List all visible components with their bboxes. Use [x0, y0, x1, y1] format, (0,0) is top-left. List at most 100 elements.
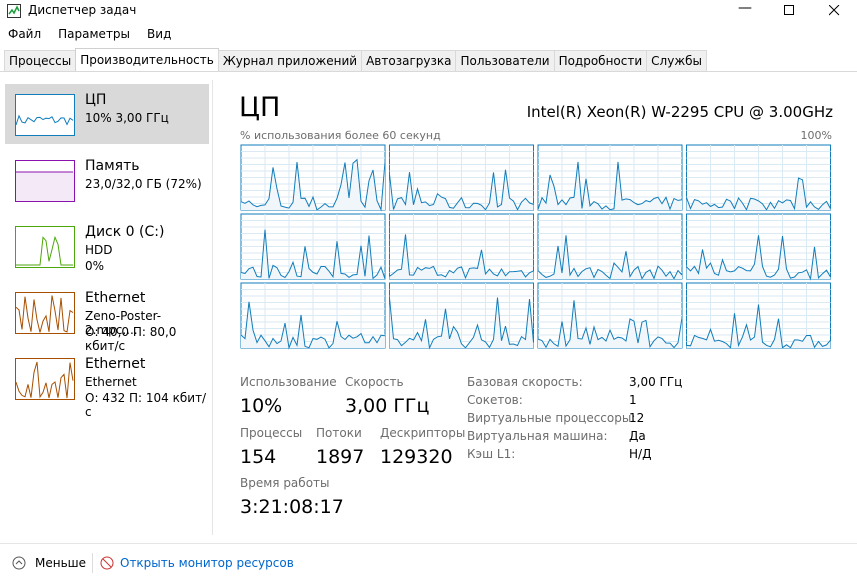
- graph-label: % использования более 60 секунд: [240, 129, 441, 142]
- tab[interactable]: Подробности: [553, 50, 648, 71]
- detail-value: Да: [629, 429, 646, 443]
- detail-value: 12: [629, 411, 645, 425]
- main-title: ЦП: [239, 92, 281, 123]
- graph-line: [686, 235, 831, 281]
- tab[interactable]: Журнал приложений: [217, 50, 363, 71]
- cpu-graphs: [240, 144, 831, 350]
- stat-label: Потоки: [316, 426, 362, 440]
- stat-label: Использование: [240, 375, 337, 389]
- graph-area: [241, 229, 385, 279]
- stat-value: 10%: [240, 395, 283, 417]
- detail-label: Базовая скорость:: [467, 375, 583, 389]
- thumbnail: [15, 94, 75, 136]
- monitor-icon: [100, 556, 114, 570]
- graph-area: [389, 297, 534, 348]
- thumbnail-graph: [16, 295, 74, 333]
- tab[interactable]: Пользователи: [455, 50, 555, 71]
- detail-label: Сокетов:: [467, 393, 523, 407]
- graph-line: [389, 297, 534, 350]
- graph-area: [686, 235, 831, 279]
- detail-label: Виртуальные процессоры:: [467, 411, 636, 425]
- thumbnail: [15, 226, 75, 268]
- graph-area: [241, 301, 385, 348]
- sidebar-item[interactable]: Диск 0 (C:) HDD 0%: [5, 216, 209, 276]
- graph-area: [241, 159, 385, 210]
- menu-item[interactable]: Вид: [147, 27, 172, 41]
- thumbnail-line: [16, 295, 74, 333]
- graph-line: [537, 300, 683, 349]
- detail-label: Кэш L1:: [467, 447, 516, 461]
- title-bar: Диспетчер задач —: [0, 0, 857, 22]
- thumbnail-line: [16, 235, 73, 266]
- sidebar-item[interactable]: Ethernet Zeno-Poster-2.mpc.... О: 40,0 П: …: [5, 282, 209, 353]
- sidebar-name: Память: [85, 158, 140, 174]
- maximize-button[interactable]: [784, 5, 795, 16]
- app-icon: [7, 4, 21, 18]
- menu-item[interactable]: Файл: [8, 27, 42, 41]
- tab[interactable]: Службы: [646, 50, 708, 71]
- separator: [212, 80, 213, 535]
- stat-value: 154: [240, 446, 277, 468]
- detail-value: 1: [629, 393, 637, 407]
- footer-border: [0, 543, 857, 544]
- stat-label: Скорость: [345, 375, 404, 389]
- thumbnail: [15, 292, 75, 334]
- sidebar-name: Ethernet: [85, 356, 146, 372]
- stat-label: Время работы: [240, 476, 330, 490]
- graph-line: [686, 177, 831, 211]
- sidebar-detail: 23,0/32,0 ГБ (72%): [85, 177, 202, 191]
- tab-border: [0, 71, 857, 72]
- sidebar-detail: Zeno-Poster-2.mpc....: [85, 309, 162, 337]
- thumbnail-line: [16, 361, 74, 399]
- less-icon[interactable]: [12, 556, 26, 570]
- detail-label: Виртуальная машина:: [467, 429, 608, 443]
- graph-area: [389, 169, 534, 210]
- sidebar-detail: О: 40,0 П: 80,0 кбит/с: [85, 325, 177, 353]
- sidebar-name: Ethernet: [85, 290, 146, 306]
- resource-monitor-link[interactable]: Открыть монитор ресурсов: [120, 556, 294, 570]
- thumbnail-graph: [16, 171, 74, 201]
- sidebar-detail: HDD: [85, 243, 113, 257]
- graph-area: [538, 161, 682, 210]
- less-button[interactable]: Меньше: [35, 556, 87, 570]
- sidebar-detail: 0%: [85, 259, 105, 273]
- graph-line: [240, 301, 386, 350]
- stat-label: Дескрипторы: [380, 426, 466, 440]
- thumbnail: [15, 160, 75, 202]
- tab[interactable]: Автозагрузка: [361, 50, 457, 71]
- graph-line: [240, 229, 386, 280]
- sidebar-detail: Ethernet: [85, 375, 137, 389]
- stat-label: Процессы: [240, 426, 303, 440]
- graph-line: [686, 304, 831, 349]
- detail-value: 3,00 ГГц: [629, 375, 683, 389]
- graph-max: 100%: [800, 129, 832, 142]
- tab[interactable]: Производительность: [75, 48, 219, 71]
- graph-line: [537, 235, 683, 280]
- sidebar-name: ЦП: [85, 92, 107, 108]
- graph-line: [389, 234, 534, 280]
- thumbnail: [15, 358, 75, 400]
- sidebar-item[interactable]: Память 23,0/32,0 ГБ (72%): [5, 150, 209, 210]
- thumbnail-graph: [16, 361, 74, 399]
- minimize-button[interactable]: —: [738, 0, 752, 16]
- footer-divider: [92, 553, 93, 573]
- thumbnail-graph: [16, 235, 73, 266]
- sidebar-item[interactable]: ЦП 10% 3,00 ГГц: [5, 84, 209, 144]
- sidebar-name: Диск 0 (C:): [85, 224, 165, 240]
- graph-area: [538, 300, 682, 348]
- tab[interactable]: Процессы: [4, 50, 77, 71]
- graph-line: [240, 158, 386, 212]
- close-button[interactable]: [829, 5, 840, 16]
- window-title: Диспетчер задач: [28, 3, 137, 17]
- graph-area: [686, 304, 831, 348]
- sidebar-item[interactable]: Ethernet Ethernet О: 432 П: 104 кбит/с: [5, 348, 209, 419]
- thumbnail-area: [16, 172, 74, 201]
- sidebar-detail: 10% 3,00 ГГц: [85, 111, 169, 125]
- tab-bar: Процессы Производительность Журнал приложе…: [4, 48, 708, 71]
- thumbnail-graph: [16, 114, 74, 126]
- graph-line: [389, 169, 534, 211]
- stat-value: 3:21:08:17: [240, 496, 344, 518]
- graph-line: [537, 161, 683, 211]
- menu-item[interactable]: Параметры: [58, 27, 131, 41]
